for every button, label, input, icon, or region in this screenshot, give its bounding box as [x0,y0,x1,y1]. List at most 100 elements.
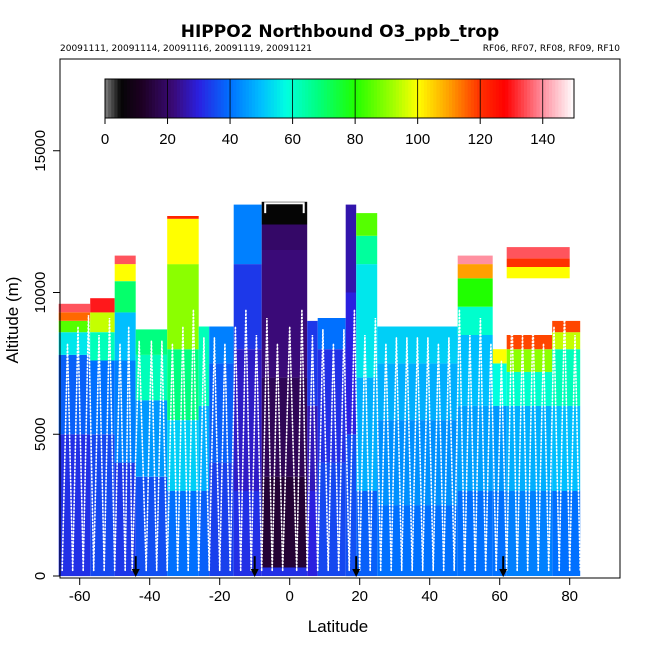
colorbar-swatch-10 [136,79,140,118]
flight-track-segment-47 [558,309,571,572]
x-tick-label-3: 0 [286,588,294,605]
heat-cell-1-4 [90,298,115,313]
colorbar-swatch-70 [323,79,328,118]
flight-track-segment-31 [390,337,403,572]
colorbar-swatch-84 [367,79,372,118]
colorbar-swatch-28 [192,79,197,118]
flight-track-segment-18 [250,334,263,572]
colorbar-swatch-146 [561,79,566,118]
colorbar-swatch-46 [248,79,253,118]
heat-cell-17-0 [552,490,581,576]
colorbar-swatch-12 [142,79,147,118]
colorbar-swatch-137 [533,79,537,118]
x-tick-label-5: 40 [421,588,438,605]
colorbar-swatch-58 [286,79,290,118]
colorbar-swatch-65 [308,79,312,118]
colorbar-swatch-51 [264,79,268,118]
heat-cell-12-3 [356,235,378,265]
heat-cell-0-3 [58,320,91,333]
colorbar-swatch-0 [105,79,109,118]
colorbar-swatch-35 [214,79,218,118]
heat-cell-9-1 [307,405,318,491]
flight-track-segment-39 [474,317,487,572]
colorbar-swatch-71 [326,79,331,118]
colorbar-swatch-120 [480,79,484,118]
colorbar-swatch-23 [176,79,181,118]
colorbar-swatch-148 [567,79,572,118]
flight-track-segment-3 [92,334,105,572]
heat-cell-6-2 [209,326,234,364]
colorbar-tick-label-2: 40 [222,131,239,148]
colorbar-swatch-128 [505,79,509,118]
colorbar-swatch-33 [208,79,212,118]
heat-cell-10-0 [317,462,346,576]
colorbar-swatch-67 [314,79,319,118]
colorbar-swatch-102 [423,79,428,118]
flight-track-segment-46 [547,326,560,572]
heat-cell-3-1 [135,400,168,477]
heat-cell-0-2 [58,332,91,355]
colorbar-swatch-1 [108,79,112,118]
flight-track-segment-35 [432,343,445,572]
plot-frame [59,58,621,579]
colorbar-swatch-111 [452,79,456,118]
colorbar-swatch-109 [445,79,450,118]
heat-cell-5-1 [198,405,210,491]
colorbar-swatch-101 [420,79,425,118]
flight-track-segment-16 [229,326,242,572]
colorbar-swatch-77 [345,79,350,118]
flight-track-segment-43 [516,334,529,572]
colorbar-swatch-116 [467,79,472,118]
colorbar-swatch-16 [155,79,159,118]
colorbar-swatch-41 [233,79,237,118]
colorbar-swatch-69 [320,79,325,118]
colorbar-swatch-118 [473,79,478,118]
colorbar-swatch-72 [330,79,334,118]
flight-track-segment-48 [568,334,581,572]
heat-cell-12-4 [356,213,378,236]
colorbar-swatch-130 [511,79,515,118]
colorbar-swatch-133 [520,79,525,118]
colorbar-swatch-99 [414,79,419,118]
colorbar-swatch-22 [173,79,178,118]
colorbar-swatch-24 [180,79,184,118]
colorbar-swatch-108 [442,79,447,118]
heat-cell-4-1 [167,420,199,491]
colorbar-swatch-30 [198,79,203,118]
heat-cell-1-2 [90,332,115,361]
colorbar-swatch-7 [126,79,131,118]
colorbar-swatch-36 [217,79,222,118]
colorbar-swatch-59 [289,79,293,118]
flight-track-segment-24 [316,329,329,572]
x-tick-label-4: 20 [351,588,368,605]
heat-cell-16-3 [506,349,553,372]
heat-cell-8-4 [261,224,308,250]
flight-track-segment-13 [197,337,210,572]
flight-track-segment-20 [271,343,284,572]
colorbar-swatch-11 [139,79,143,118]
colorbar-swatch-149 [570,79,575,118]
profile-marker-arrow-0 [131,569,140,577]
colorbar-swatch-25 [183,79,187,118]
colorbar-swatch-140 [542,79,547,118]
heat-cell-9-0 [307,490,318,576]
colorbar-swatch-62 [298,79,303,118]
heat-cell-8-5 [261,201,308,225]
colorbar-swatch-45 [245,79,250,118]
colorbar-swatch-124 [492,79,497,118]
colorbar-swatch-40 [230,79,234,118]
colorbar-tick-label-3: 60 [284,131,301,148]
colorbar-swatch-136 [530,79,534,118]
colorbar-swatch-142 [548,79,553,118]
flight-track-segment-36 [442,337,455,572]
colorbar-swatch-129 [508,79,512,118]
colorbar-swatch-43 [239,79,243,118]
heat-cell-2-2 [114,312,136,361]
y-tick-label-0: 0 [32,572,49,580]
dates-subtitle: 20091111, 20091114, 20091116, 20091119, … [60,44,312,54]
flight-track-segment-44 [526,317,539,572]
colorbar-swatch-110 [448,79,453,118]
heat-cell-4-5 [167,216,199,219]
colorbar-swatch-6 [123,79,128,118]
flight-track-segment-21 [281,326,298,572]
